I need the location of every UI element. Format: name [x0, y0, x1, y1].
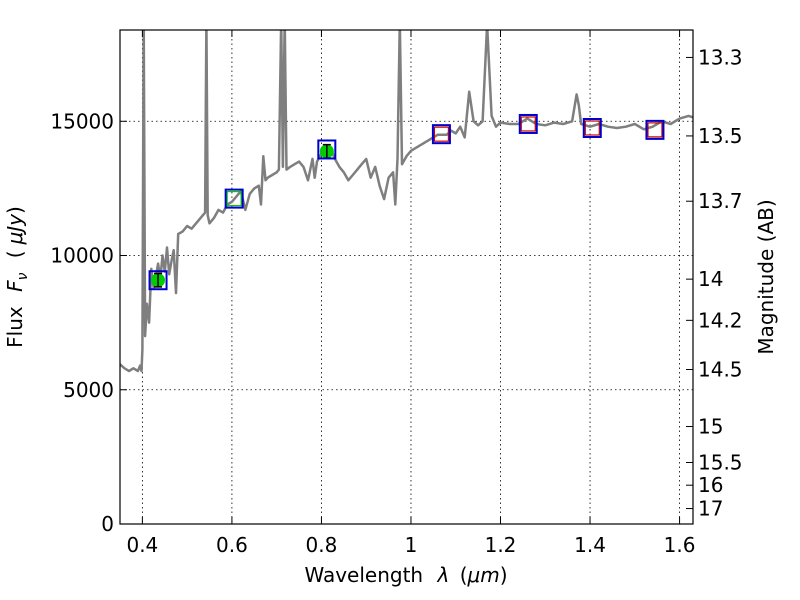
model-flux-box	[518, 113, 538, 134]
photometry-point	[582, 117, 602, 138]
x-tick-label: 1	[405, 533, 418, 557]
x-axis-label-unit: μm	[467, 563, 500, 587]
plot-frame	[119, 29, 694, 525]
y2-tick-label: 13.7	[698, 189, 743, 213]
photometry-point	[431, 124, 451, 145]
plot-content	[120, 30, 693, 373]
axis-ticks: 0.4 0.6 0.8 1 1.2 1.4 1.6 0 5000 10000 15000 13.3 13…	[50, 30, 743, 557]
y-tick-label: 5000	[63, 378, 114, 402]
spectrum-line	[120, 30, 693, 373]
y2-tick-label: 15	[698, 415, 723, 439]
observed-flux-marker	[584, 120, 600, 136]
photometry-markers	[148, 113, 665, 291]
observed-flux-marker	[226, 191, 242, 207]
y2-axis-label: Magnitude (AB)	[754, 199, 778, 354]
y-axis-label-unit: μJy	[3, 213, 27, 246]
y2-tick-label: 14	[698, 267, 723, 291]
y2-tick-label: 13.3	[698, 45, 743, 69]
photometry-point	[224, 188, 244, 209]
y2-tick-label: 16	[698, 473, 723, 497]
y-axis-label-symbol: F	[3, 280, 27, 292]
model-flux-box	[224, 188, 244, 209]
x-tick-label: 0.8	[306, 533, 338, 557]
photometry-point	[317, 139, 337, 160]
observed-flux-marker	[433, 126, 450, 142]
x-axis-label: Wavelength λ (μm)	[304, 563, 507, 587]
model-flux-box	[148, 270, 168, 291]
y2-tick-label: 14.2	[698, 308, 743, 332]
x-tick-label: 0.4	[126, 533, 158, 557]
model-flux-box	[317, 139, 337, 160]
x-axis-label-symbol: λ	[436, 563, 449, 587]
y-axis-label: Flux Fν (μJy)	[3, 206, 32, 348]
observed-flux-marker	[647, 122, 663, 138]
model-flux-box	[582, 117, 602, 138]
y-tick-label: 15000	[50, 109, 114, 133]
photometry-point	[645, 119, 665, 140]
x-tick-label: 1.4	[574, 533, 606, 557]
y-tick-label: 0	[101, 512, 114, 536]
photometry-point	[148, 270, 168, 291]
x-tick-label: 1.2	[485, 533, 517, 557]
y-axis-label-text: Flux	[3, 306, 27, 348]
y-tick-label: 10000	[50, 244, 114, 268]
y2-tick-label: 15.5	[698, 450, 743, 474]
observed-flux-marker	[520, 116, 536, 132]
y2-tick-label: 17	[698, 497, 723, 521]
y2-tick-label: 13.5	[698, 124, 743, 148]
x-tick-label: 1.6	[664, 533, 696, 557]
x-axis-label-text: Wavelength	[304, 563, 423, 587]
photometry-point	[518, 113, 538, 134]
y2-tick-label: 14.5	[698, 358, 743, 382]
model-flux-box	[645, 119, 665, 140]
y-axis-label-subscript: ν	[15, 272, 31, 280]
model-flux-box	[431, 124, 451, 145]
x-tick-label: 0.6	[216, 533, 248, 557]
